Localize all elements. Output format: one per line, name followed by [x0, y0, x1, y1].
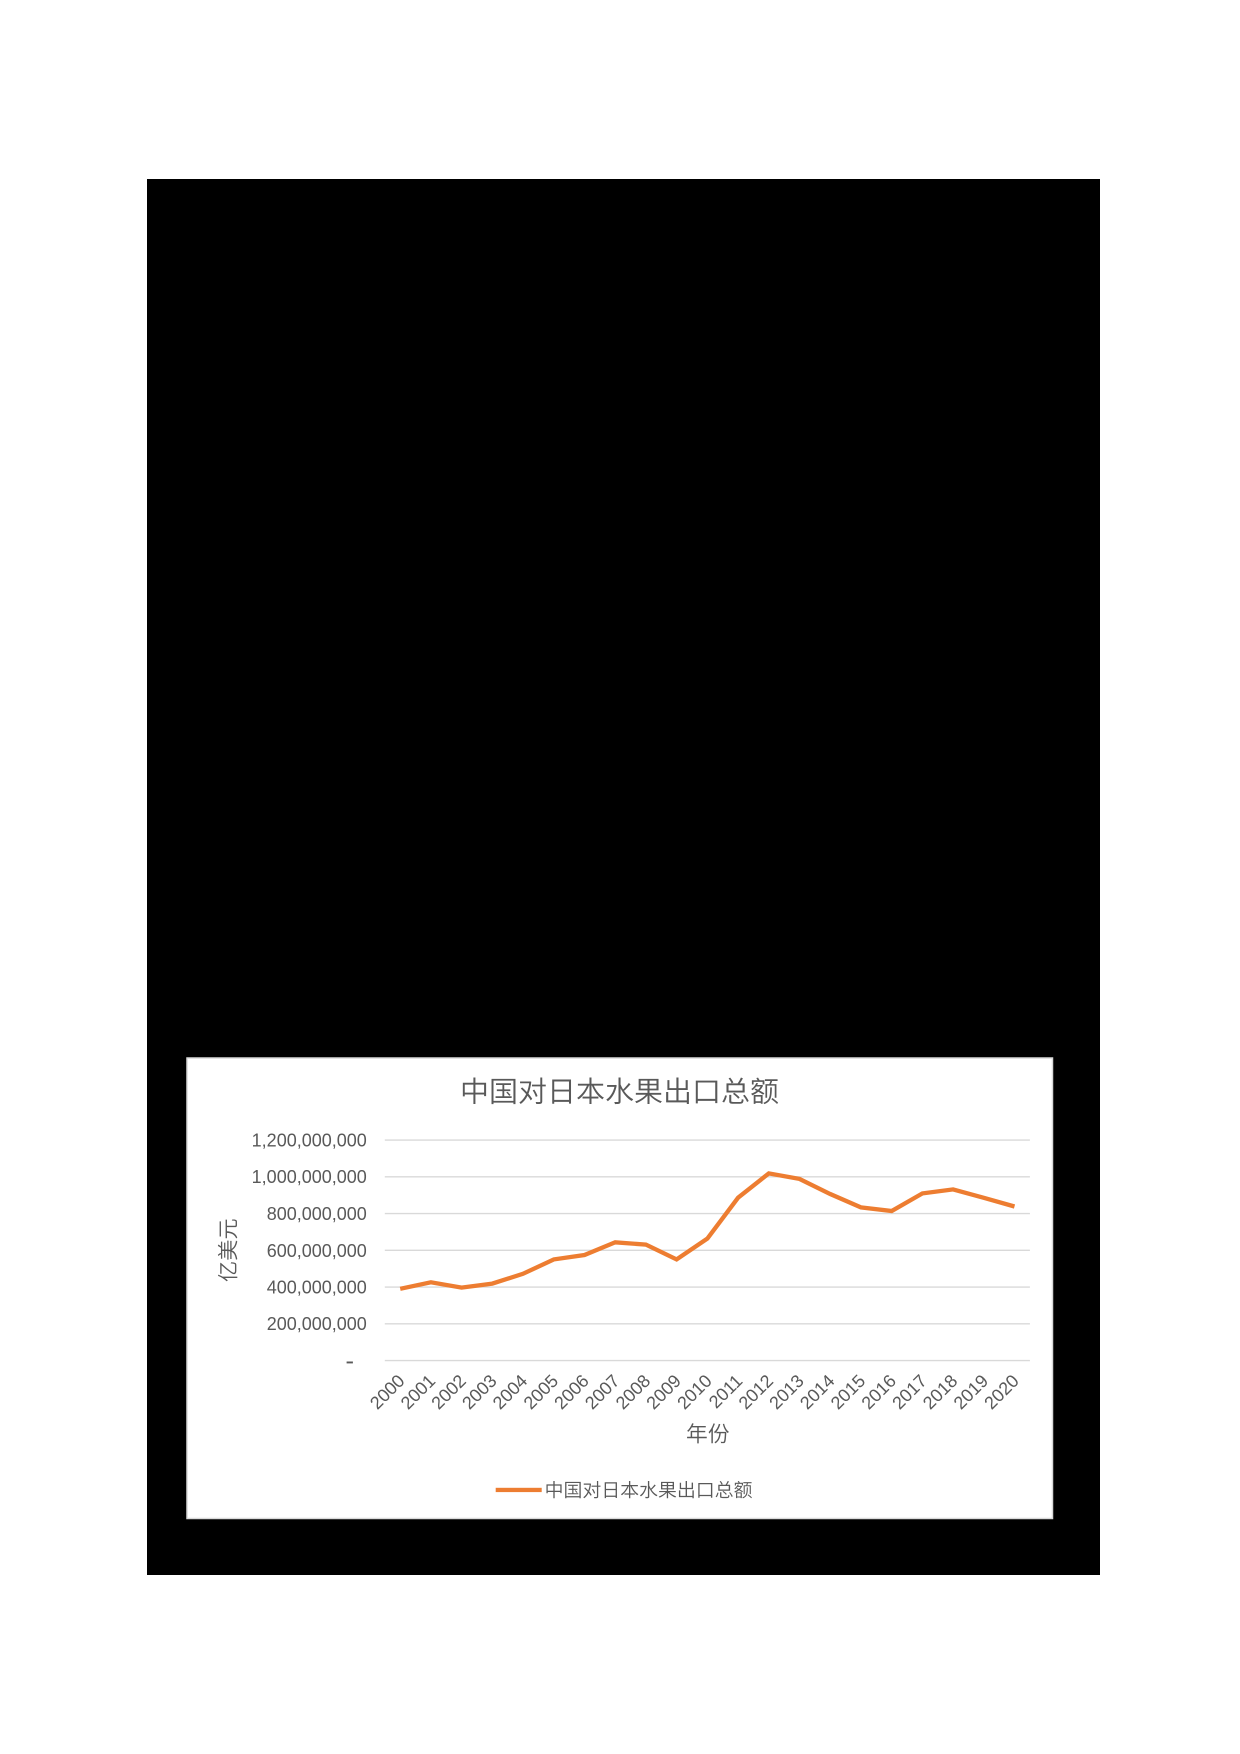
svg-text:800,000,000: 800,000,000 [267, 1204, 367, 1224]
svg-text:1,000,000,000: 1,000,000,000 [252, 1167, 367, 1187]
svg-text:400,000,000: 400,000,000 [267, 1278, 367, 1298]
svg-text:1,200,000,000: 1,200,000,000 [252, 1131, 367, 1151]
svg-text:200,000,000: 200,000,000 [267, 1314, 367, 1334]
svg-text:600,000,000: 600,000,000 [267, 1241, 367, 1261]
